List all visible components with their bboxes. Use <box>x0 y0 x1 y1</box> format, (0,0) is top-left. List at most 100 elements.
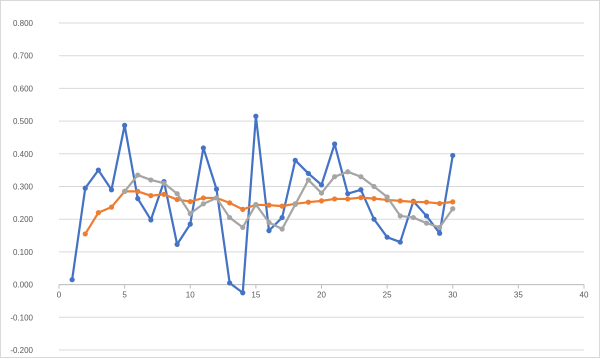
data-point <box>384 234 390 240</box>
data-point <box>135 188 141 195</box>
data-point <box>213 195 220 201</box>
data-point <box>148 193 154 199</box>
data-point <box>423 213 430 219</box>
tick-labels: 0.800 0.700 0.600 0.500 0.400 0.300 0.200 0.100… <box>10 19 589 355</box>
y-tick-label: 0.000 <box>13 281 34 290</box>
data-point <box>450 199 456 205</box>
data-point <box>305 177 311 183</box>
data-point <box>135 195 141 202</box>
data-point <box>410 199 416 205</box>
data-point <box>358 187 364 193</box>
data-point <box>82 185 88 191</box>
data-point <box>187 198 193 205</box>
data-point <box>410 214 416 221</box>
data-point <box>253 113 259 119</box>
data-point <box>227 200 233 206</box>
y-tick-label: 0.700 <box>13 52 34 61</box>
data-point <box>423 220 430 226</box>
data-point <box>174 196 180 203</box>
data-point <box>397 198 403 204</box>
series-line <box>123 170 454 231</box>
data-point <box>305 199 311 205</box>
data-point <box>397 213 403 219</box>
data-point <box>371 183 377 190</box>
x-tick-label: 40 <box>580 291 589 300</box>
data-point <box>148 177 154 183</box>
data-point <box>108 204 115 210</box>
data-point <box>161 180 167 186</box>
data-point <box>69 277 75 283</box>
data-point <box>253 201 259 208</box>
data-point <box>161 191 167 197</box>
data-point <box>135 172 141 178</box>
y-tick-label: 0.400 <box>13 150 34 159</box>
data-point <box>95 210 101 216</box>
data-point <box>358 195 364 201</box>
data-point <box>200 195 206 201</box>
data-point <box>240 224 246 230</box>
data-point <box>240 206 246 212</box>
data-point <box>437 224 443 230</box>
y-tick-label: 0.100 <box>13 248 34 257</box>
data-point <box>318 190 325 196</box>
data-point <box>266 219 272 226</box>
y-tick-label: -0.200 <box>10 346 33 355</box>
data-point <box>200 145 206 151</box>
data-point <box>187 211 193 217</box>
x-tick-label: 0 <box>57 291 62 300</box>
x-tick-label: 20 <box>317 291 326 300</box>
data-point <box>95 167 101 173</box>
data-point <box>122 122 128 128</box>
data-point <box>384 194 390 200</box>
data-point <box>279 214 285 221</box>
y-tick-label: -0.100 <box>10 313 33 322</box>
data-point <box>187 221 193 227</box>
data-point <box>108 187 115 193</box>
y-tick-label: 0.600 <box>13 84 34 93</box>
data-point <box>450 152 456 159</box>
data-point <box>292 201 298 208</box>
data-point <box>450 206 456 212</box>
y-tick-label: 0.500 <box>13 117 34 126</box>
data-point <box>279 203 285 209</box>
data-point <box>240 290 246 296</box>
data-point <box>122 188 128 195</box>
x-tick-label: 15 <box>251 291 260 300</box>
data-point <box>345 191 351 197</box>
data-point <box>437 200 443 207</box>
data-point <box>174 191 180 197</box>
series-3 <box>122 169 456 232</box>
data-point <box>318 198 325 204</box>
x-tick-label: 35 <box>514 291 523 300</box>
data-point <box>292 157 298 163</box>
data-point <box>213 186 220 192</box>
data-point <box>345 196 351 202</box>
data-point <box>397 239 403 245</box>
data-point <box>174 241 180 247</box>
data-point <box>200 201 206 207</box>
data-point <box>345 169 351 175</box>
data-point <box>358 174 364 180</box>
x-tick-label: 25 <box>383 291 392 300</box>
data-point <box>82 231 88 237</box>
y-tick-label: 0.300 <box>13 183 34 192</box>
data-point <box>227 214 233 221</box>
y-tick-label: 0.800 <box>13 19 34 28</box>
data-point <box>371 216 377 222</box>
data-point <box>148 217 154 223</box>
data-point <box>305 170 311 177</box>
axes <box>58 284 585 289</box>
data-point <box>266 228 272 234</box>
data-point <box>266 202 272 208</box>
x-tick-label: 30 <box>448 291 457 300</box>
data-point <box>279 226 285 232</box>
data-point <box>332 141 338 147</box>
data-point <box>423 199 430 205</box>
x-tick-label: 10 <box>186 291 195 300</box>
data-point <box>332 174 338 180</box>
data-point <box>371 195 377 202</box>
data-point <box>332 196 338 202</box>
series-1 <box>69 113 456 296</box>
